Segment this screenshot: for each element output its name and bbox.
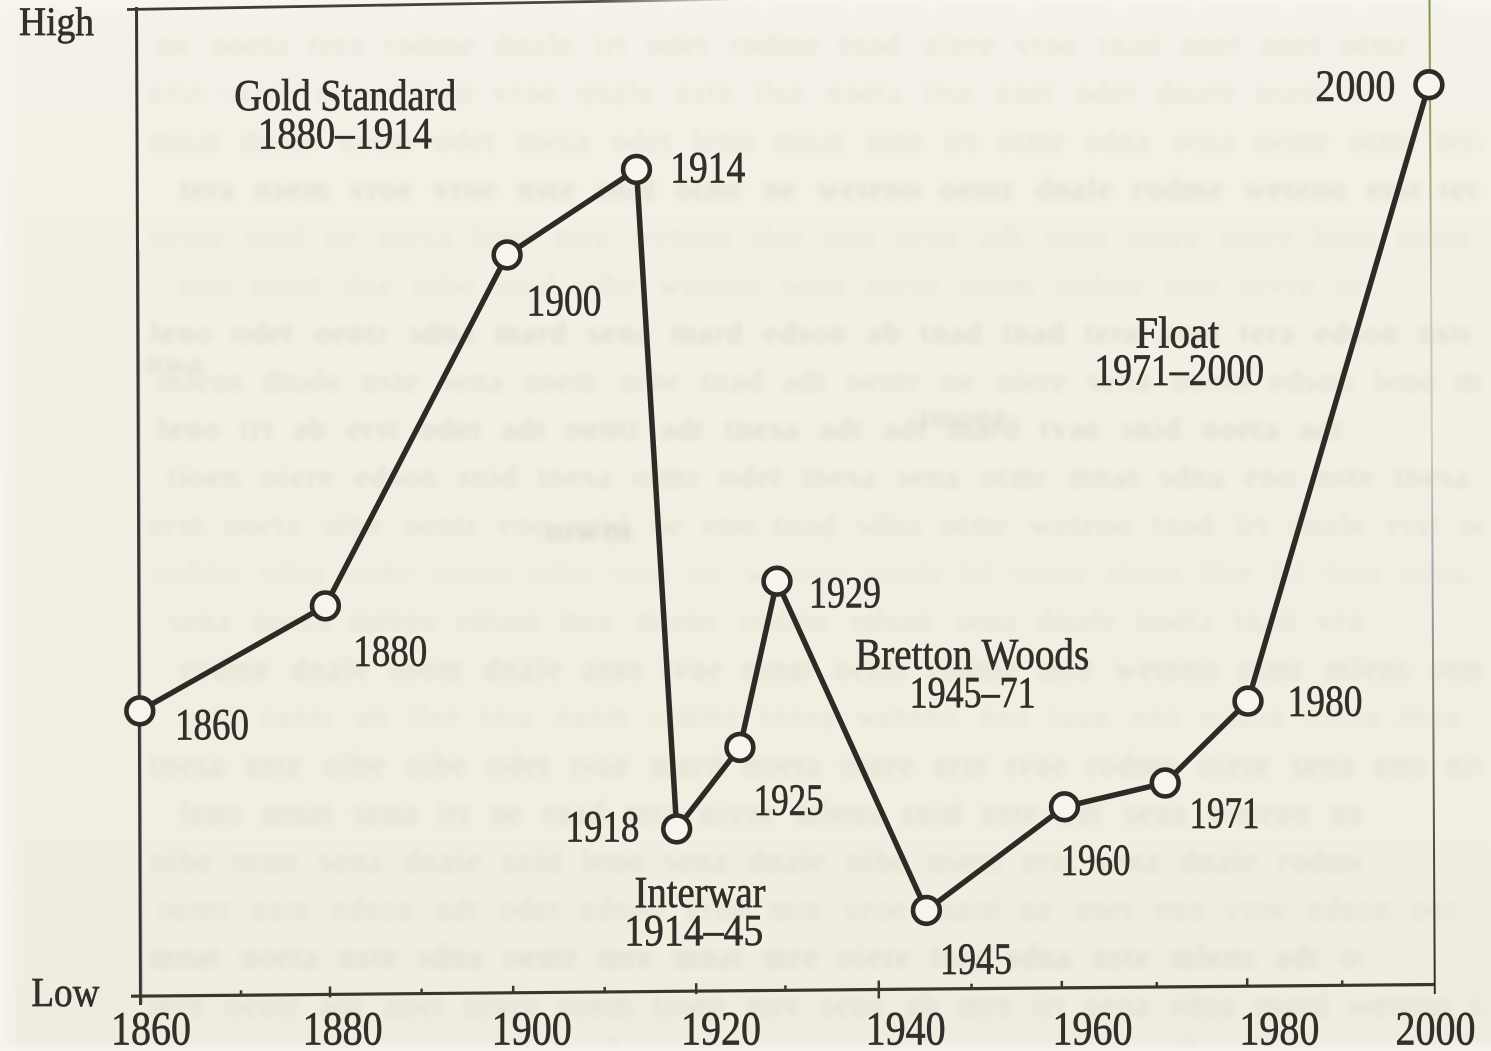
svg-text:1971: 1971 — [1190, 789, 1260, 838]
svg-text:1980: 1980 — [1239, 1003, 1319, 1051]
svg-text:1880: 1880 — [353, 627, 427, 676]
svg-text:1960: 1960 — [1061, 836, 1131, 885]
svg-text:1945–71: 1945–71 — [910, 668, 1036, 717]
svg-text:Low: Low — [31, 969, 99, 1015]
svg-text:1925: 1925 — [754, 776, 824, 825]
svg-text:1929: 1929 — [809, 568, 881, 617]
svg-text:1940: 1940 — [866, 1003, 946, 1051]
svg-text:1945: 1945 — [940, 935, 1012, 984]
svg-text:2000: 2000 — [1396, 1003, 1476, 1051]
svg-text:1900: 1900 — [492, 1003, 572, 1051]
svg-text:1971–2000: 1971–2000 — [1094, 346, 1264, 395]
svg-text:1980: 1980 — [1288, 677, 1363, 726]
svg-text:2000: 2000 — [1315, 62, 1395, 111]
svg-text:1860: 1860 — [111, 1003, 191, 1051]
svg-text:1914: 1914 — [670, 143, 745, 192]
svg-text:1880–1914: 1880–1914 — [258, 109, 432, 158]
svg-text:1860: 1860 — [175, 700, 249, 749]
svg-text:1880: 1880 — [303, 1003, 383, 1051]
svg-text:1918: 1918 — [565, 802, 639, 851]
svg-text:1920: 1920 — [681, 1003, 761, 1051]
svg-text:Float: Float — [1135, 309, 1219, 358]
svg-text:Gold Standard: Gold Standard — [234, 71, 456, 120]
svg-text:1900: 1900 — [527, 276, 602, 325]
svg-text:High: High — [19, 0, 94, 44]
svg-text:Bretton Woods: Bretton Woods — [855, 630, 1089, 679]
svg-text:Interwar: Interwar — [635, 868, 766, 917]
svg-text:1960: 1960 — [1053, 1003, 1133, 1051]
svg-text:1914–45: 1914–45 — [624, 906, 763, 955]
